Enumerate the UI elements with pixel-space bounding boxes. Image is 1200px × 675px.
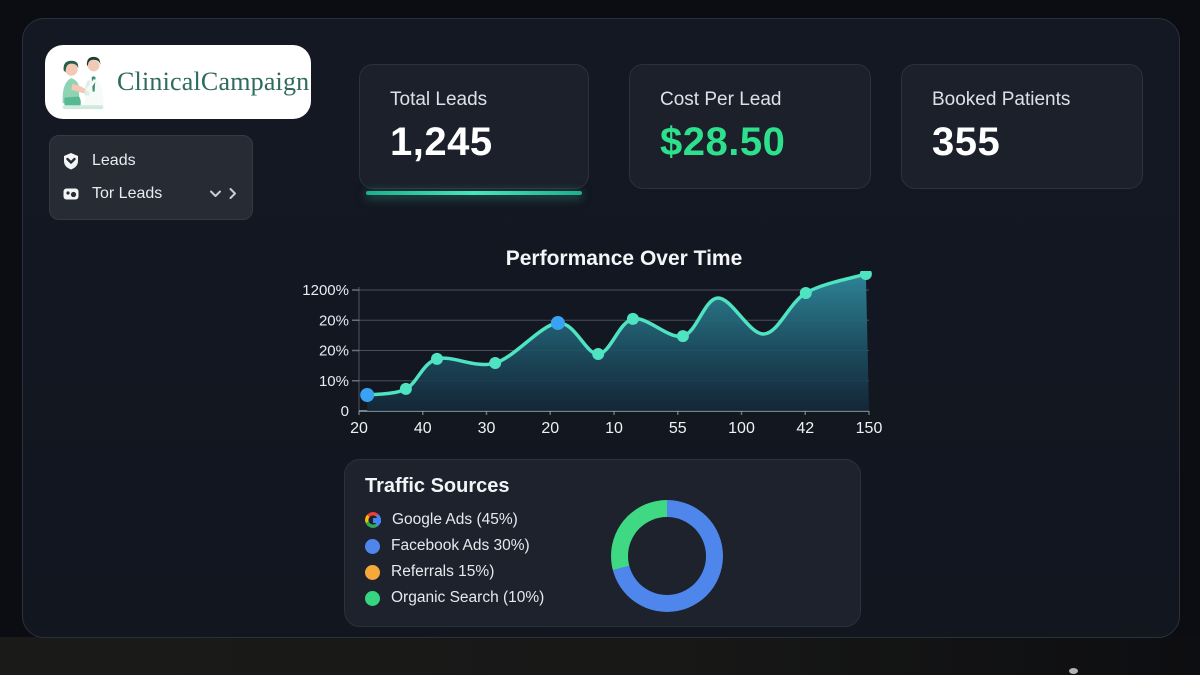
svg-text:55: 55	[669, 420, 687, 437]
kpi-value: 355	[932, 120, 1001, 164]
performance-chart-title: Performance Over Time	[505, 247, 743, 270]
google-g-icon	[365, 512, 381, 528]
legend-item-organic-search[interactable]: Organic Search (10%)	[365, 585, 840, 611]
kpi-card-total-leads: Total Leads 1,245	[359, 64, 589, 195]
chevron-down-icon[interactable]	[208, 186, 223, 201]
svg-text:100: 100	[728, 420, 755, 437]
legend-item-facebook-ads[interactable]: Facebook Ads 30%)	[365, 533, 840, 559]
kpi-card-booked-patients: Booked Patients 355	[901, 64, 1143, 189]
expand-controls	[208, 186, 240, 201]
chevron-right-icon[interactable]	[225, 186, 240, 201]
svg-text:20: 20	[541, 420, 559, 437]
clinic-illustration	[62, 56, 104, 110]
svg-text:0: 0	[341, 403, 349, 420]
sidebar-item-tor-leads[interactable]: Tor Leads	[62, 185, 240, 203]
organic-dot-icon	[365, 590, 380, 606]
kpi-label: Total Leads	[390, 89, 488, 110]
kpi-label: Booked Patients	[932, 89, 1071, 110]
legend-label: Google Ads (45%)	[392, 511, 518, 528]
traffic-sources-card: Traffic Sources Google Ads (45%) Faceboo…	[344, 459, 861, 627]
sidebar-item-label: Leads	[92, 152, 136, 170]
brand-logo[interactable]: ClinicalCampaign	[45, 45, 311, 119]
legend-label: Referrals 15%)	[391, 563, 495, 580]
legend-item-referrals[interactable]: Referrals 15%)	[365, 559, 840, 585]
legend-label: Organic Search (10%)	[391, 589, 545, 606]
svg-text:10%: 10%	[319, 373, 349, 390]
svg-text:42: 42	[796, 420, 814, 437]
traffic-legend: Google Ads (45%) Facebook Ads 30%) Refer…	[365, 507, 840, 611]
sidebar-item-label: Tor Leads	[92, 184, 163, 202]
leads-shield-icon	[64, 153, 78, 170]
kpi-value: 1,245	[390, 120, 493, 164]
traffic-sources-title: Traffic Sources	[365, 475, 510, 497]
background-strip	[0, 637, 1200, 675]
tor-leads-camera-icon	[63, 188, 79, 200]
svg-text:10: 10	[605, 420, 623, 437]
svg-text:20: 20	[350, 420, 368, 437]
sidebar-item-leads[interactable]: Leads	[62, 152, 240, 170]
traffic-donut-chart[interactable]	[611, 500, 723, 612]
donut-hole	[628, 517, 706, 595]
kpi-value: $28.50	[660, 120, 786, 164]
kpi-card-cost-per-lead: Cost Per Lead $28.50	[629, 64, 871, 189]
performance-chart[interactable]: 1200%20%20%10%020 40 30 20 10 55 100 42 150	[296, 271, 886, 449]
watermark-dot	[1069, 668, 1078, 674]
svg-text:30: 30	[478, 420, 496, 437]
legend-item-google-ads[interactable]: Google Ads (45%)	[365, 507, 840, 533]
brand-name: ClinicalCampaign	[117, 67, 310, 96]
referrals-dot-icon	[365, 564, 380, 580]
kpi-label: Cost Per Lead	[660, 89, 782, 110]
svg-text:40: 40	[414, 420, 432, 437]
svg-text:150: 150	[856, 420, 883, 437]
sidebar-menu: Leads Tor Leads	[49, 135, 253, 220]
svg-text:20%: 20%	[319, 312, 349, 329]
active-indicator	[366, 191, 582, 195]
svg-text:20%: 20%	[319, 343, 349, 360]
dashboard-panel: ClinicalCampaign Leads Tor Leads	[22, 18, 1180, 638]
facebook-dot-icon	[365, 538, 380, 554]
svg-text:1200%: 1200%	[302, 282, 349, 299]
legend-label: Facebook Ads 30%)	[391, 537, 530, 554]
